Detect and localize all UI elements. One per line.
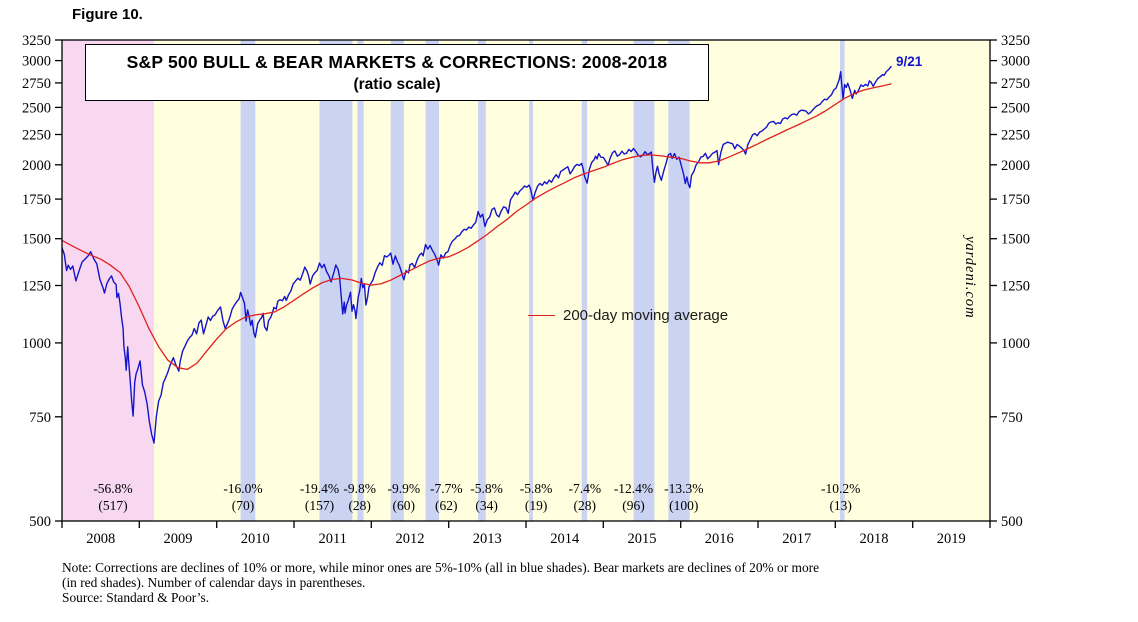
correction-band bbox=[668, 40, 690, 521]
y-tick-label-right: 3250 bbox=[1001, 33, 1030, 49]
drawdown-days: (517) bbox=[98, 498, 127, 513]
drawdown-pct: -56.8% bbox=[93, 481, 132, 496]
y-tick-label-right: 750 bbox=[1001, 410, 1023, 426]
drawdown-days: (157) bbox=[305, 498, 334, 513]
y-tick-label-right: 1500 bbox=[1001, 232, 1030, 248]
drawdown-pct: -5.8% bbox=[470, 481, 503, 496]
drawdown-days: (70) bbox=[232, 498, 255, 513]
y-tick-label-left: 2500 bbox=[22, 100, 51, 116]
correction-band bbox=[319, 40, 353, 521]
correction-band bbox=[840, 40, 845, 521]
y-tick-label-left: 750 bbox=[29, 410, 51, 426]
x-tick-label: 2014 bbox=[550, 531, 580, 547]
y-tick-label-right: 1250 bbox=[1001, 279, 1030, 295]
y-tick-label-right: 1750 bbox=[1001, 192, 1030, 208]
drawdown-pct: -7.4% bbox=[568, 481, 601, 496]
x-tick-label: 2012 bbox=[396, 531, 425, 547]
chart-title: S&P 500 BULL & BEAR MARKETS & CORRECTION… bbox=[126, 52, 668, 72]
legend-line-swatch bbox=[528, 315, 555, 316]
figure-label: Figure 10. bbox=[72, 6, 143, 23]
plot-background bbox=[62, 40, 990, 521]
series-end-date-label: 9/21 bbox=[896, 54, 923, 69]
x-tick-label: 2016 bbox=[705, 531, 734, 547]
y-tick-label-right: 2750 bbox=[1001, 76, 1030, 92]
legend: 200-day moving average bbox=[528, 307, 728, 324]
y-tick-label-left: 1000 bbox=[22, 336, 51, 352]
drawdown-pct: -16.0% bbox=[223, 481, 262, 496]
y-tick-label-left: 1500 bbox=[22, 232, 51, 248]
y-tick-label-left: 500 bbox=[29, 514, 51, 530]
y-tick-label-left: 2750 bbox=[22, 76, 51, 92]
drawdown-days: (13) bbox=[829, 498, 852, 513]
y-tick-label-left: 3250 bbox=[22, 33, 51, 49]
note-line-2: (in red shades). Number of calendar days… bbox=[62, 575, 366, 591]
y-tick-label-right: 500 bbox=[1001, 514, 1023, 530]
correction-band bbox=[581, 40, 588, 521]
x-tick-label: 2008 bbox=[86, 531, 115, 547]
drawdown-pct: -13.3% bbox=[664, 481, 703, 496]
correction-bands bbox=[240, 40, 845, 521]
drawdown-days: (28) bbox=[574, 498, 597, 513]
x-tick-label: 2013 bbox=[473, 531, 502, 547]
drawdown-days: (28) bbox=[348, 498, 371, 513]
correction-band bbox=[240, 40, 256, 521]
drawdown-pct: -12.4% bbox=[614, 481, 653, 496]
chart-title-box: S&P 500 BULL & BEAR MARKETS & CORRECTION… bbox=[85, 44, 709, 101]
correction-band bbox=[478, 40, 486, 521]
x-tick-label: 2010 bbox=[241, 531, 270, 547]
x-tick-label: 2015 bbox=[628, 531, 657, 547]
x-tick-label: 2017 bbox=[782, 531, 811, 547]
sp500-line bbox=[61, 65, 892, 444]
drawdown-pct: -7.7% bbox=[430, 481, 463, 496]
drawdown-days: (34) bbox=[475, 498, 498, 513]
y-tick-label-left: 1250 bbox=[22, 279, 51, 295]
x-axis: 2008 2009 2010 2011 2012 2013 2014 2015 2016 2017… bbox=[61, 521, 991, 547]
y-tick-label-right: 3000 bbox=[1001, 54, 1030, 70]
x-tick-label: 2018 bbox=[860, 531, 889, 547]
y-tick-label-left: 1750 bbox=[22, 192, 51, 208]
x-tick-label: 2019 bbox=[937, 531, 966, 547]
drawdown-days: (60) bbox=[393, 498, 416, 513]
correction-band bbox=[529, 40, 533, 521]
y-tick-label-right: 2500 bbox=[1001, 100, 1030, 116]
correction-band bbox=[425, 40, 439, 521]
drawdown-pct: -10.2% bbox=[821, 481, 860, 496]
drawdown-days: (100) bbox=[669, 498, 698, 513]
note-line-1: Note: Corrections are declines of 10% or… bbox=[62, 560, 820, 575]
drawdown-pct: -19.4% bbox=[300, 481, 339, 496]
drawdown-pct: -9.9% bbox=[387, 481, 420, 496]
y-tick-label-right: 2250 bbox=[1001, 128, 1030, 144]
y-axis: 500 500 750 750 1000 1000 1250 1250 1500 1500 1750… bbox=[22, 33, 1030, 530]
y-tick-label-left: 2250 bbox=[22, 128, 51, 144]
correction-band bbox=[633, 40, 655, 521]
ma200-line bbox=[61, 83, 892, 371]
correction-band bbox=[390, 40, 404, 521]
watermark-yardeni: yardeni.com bbox=[962, 236, 978, 319]
x-tick-label: 2009 bbox=[164, 531, 193, 547]
drawdown-pct: -5.8% bbox=[520, 481, 553, 496]
drawdown-days: (96) bbox=[622, 498, 645, 513]
y-tick-label-left: 2000 bbox=[22, 158, 51, 174]
x-tick-label: 2011 bbox=[318, 531, 346, 547]
drawdown-annotations: -56.8% (517) -16.0% (70) -19.4% (157) -9.8% (28… bbox=[93, 481, 860, 513]
chart-subtitle: (ratio scale) bbox=[353, 76, 441, 93]
legend-label: 200-day moving average bbox=[563, 307, 729, 324]
footnote-block: Note: Corrections are declines of 10% or… bbox=[62, 560, 819, 606]
y-tick-label-right: 2000 bbox=[1001, 158, 1030, 174]
source-line: Source: Standard & Poor’s. bbox=[62, 590, 210, 606]
drawdown-days: (62) bbox=[435, 498, 458, 513]
y-tick-label-left: 3000 bbox=[22, 54, 51, 70]
drawdown-pct: -9.8% bbox=[343, 481, 376, 496]
drawdown-days: (19) bbox=[525, 498, 548, 513]
y-tick-label-right: 1000 bbox=[1001, 336, 1030, 352]
